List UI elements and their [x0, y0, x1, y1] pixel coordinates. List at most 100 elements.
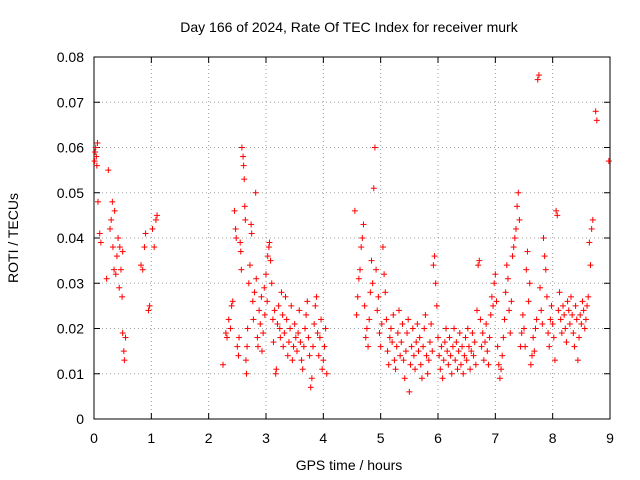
- data-point: [432, 280, 439, 287]
- data-point: [245, 280, 252, 287]
- data-point: [300, 343, 307, 350]
- data-point: [573, 316, 580, 323]
- data-point: [564, 298, 571, 305]
- y-tick-label: 0.06: [57, 140, 84, 156]
- data-point: [461, 352, 468, 359]
- data-point: [293, 348, 300, 355]
- data-point: [546, 343, 553, 350]
- data-point: [310, 343, 317, 350]
- data-point: [139, 266, 146, 273]
- data-point: [312, 302, 319, 309]
- data-point: [244, 325, 251, 332]
- data-point: [561, 311, 568, 318]
- data-point: [495, 361, 502, 368]
- data-point: [483, 320, 490, 327]
- data-point: [398, 339, 405, 346]
- data-point: [422, 311, 429, 318]
- data-point: [553, 207, 560, 214]
- data-point: [376, 330, 383, 337]
- data-point: [257, 320, 264, 327]
- data-point: [357, 266, 364, 273]
- data-point: [467, 366, 474, 373]
- data-point: [576, 334, 583, 341]
- data-point: [250, 316, 257, 323]
- data-point: [249, 298, 256, 305]
- data-point: [291, 320, 298, 327]
- data-point: [115, 235, 122, 241]
- data-points: [91, 72, 612, 395]
- data-point: [529, 352, 536, 359]
- data-point: [587, 262, 594, 269]
- data-point: [267, 257, 274, 264]
- data-point: [113, 253, 120, 260]
- data-point: [152, 216, 159, 223]
- data-point: [414, 320, 421, 327]
- data-point: [579, 298, 586, 305]
- data-point: [284, 352, 291, 359]
- data-point: [319, 366, 326, 373]
- data-point: [258, 293, 265, 300]
- data-point: [550, 334, 557, 341]
- data-point: [266, 239, 273, 246]
- data-point: [439, 375, 446, 382]
- data-point: [522, 343, 529, 350]
- data-point: [238, 266, 245, 273]
- data-point: [93, 153, 100, 160]
- data-point: [534, 76, 541, 83]
- data-point: [220, 361, 226, 368]
- data-point: [369, 280, 376, 287]
- data-point: [559, 302, 566, 309]
- data-point: [430, 262, 437, 269]
- data-point: [304, 298, 311, 305]
- data-point: [278, 289, 285, 296]
- data-point: [313, 293, 320, 300]
- data-point: [116, 244, 123, 251]
- data-point: [282, 293, 289, 300]
- data-point: [92, 149, 99, 156]
- data-point: [384, 348, 391, 355]
- x-tick-label: 8: [549, 430, 557, 446]
- data-point: [265, 244, 272, 251]
- data-point: [556, 289, 563, 296]
- data-point: [122, 334, 129, 341]
- data-point: [270, 339, 277, 346]
- data-point: [244, 343, 251, 350]
- data-point: [400, 357, 407, 364]
- data-point: [366, 316, 373, 323]
- data-point: [525, 298, 532, 305]
- data-point: [565, 307, 572, 314]
- data-point: [429, 348, 436, 355]
- data-point: [301, 325, 308, 332]
- data-point: [494, 343, 501, 350]
- data-point: [498, 366, 505, 373]
- data-point: [435, 334, 441, 341]
- data-point: [320, 357, 327, 364]
- data-point: [401, 375, 408, 382]
- data-point: [512, 225, 519, 232]
- data-point: [440, 357, 447, 364]
- data-point: [451, 325, 458, 332]
- data-point: [503, 262, 510, 269]
- data-point: [408, 343, 415, 350]
- data-point: [511, 235, 518, 241]
- x-axis-label: GPS time / hours: [296, 457, 403, 473]
- data-point: [415, 348, 422, 355]
- data-point: [389, 339, 396, 346]
- data-point: [581, 325, 588, 332]
- data-point: [394, 330, 401, 337]
- data-point: [433, 302, 440, 309]
- data-point: [456, 330, 463, 337]
- data-point: [360, 221, 367, 228]
- data-point: [465, 343, 472, 350]
- data-point: [516, 216, 523, 223]
- x-tick-label: 0: [90, 430, 98, 446]
- data-point: [402, 348, 409, 355]
- data-point: [224, 334, 231, 341]
- data-point: [527, 361, 534, 368]
- data-point: [303, 311, 310, 318]
- data-point: [387, 325, 394, 332]
- data-point: [416, 334, 423, 341]
- data-point: [446, 334, 453, 341]
- y-tick-label: 0.01: [57, 366, 84, 382]
- data-point: [572, 302, 579, 309]
